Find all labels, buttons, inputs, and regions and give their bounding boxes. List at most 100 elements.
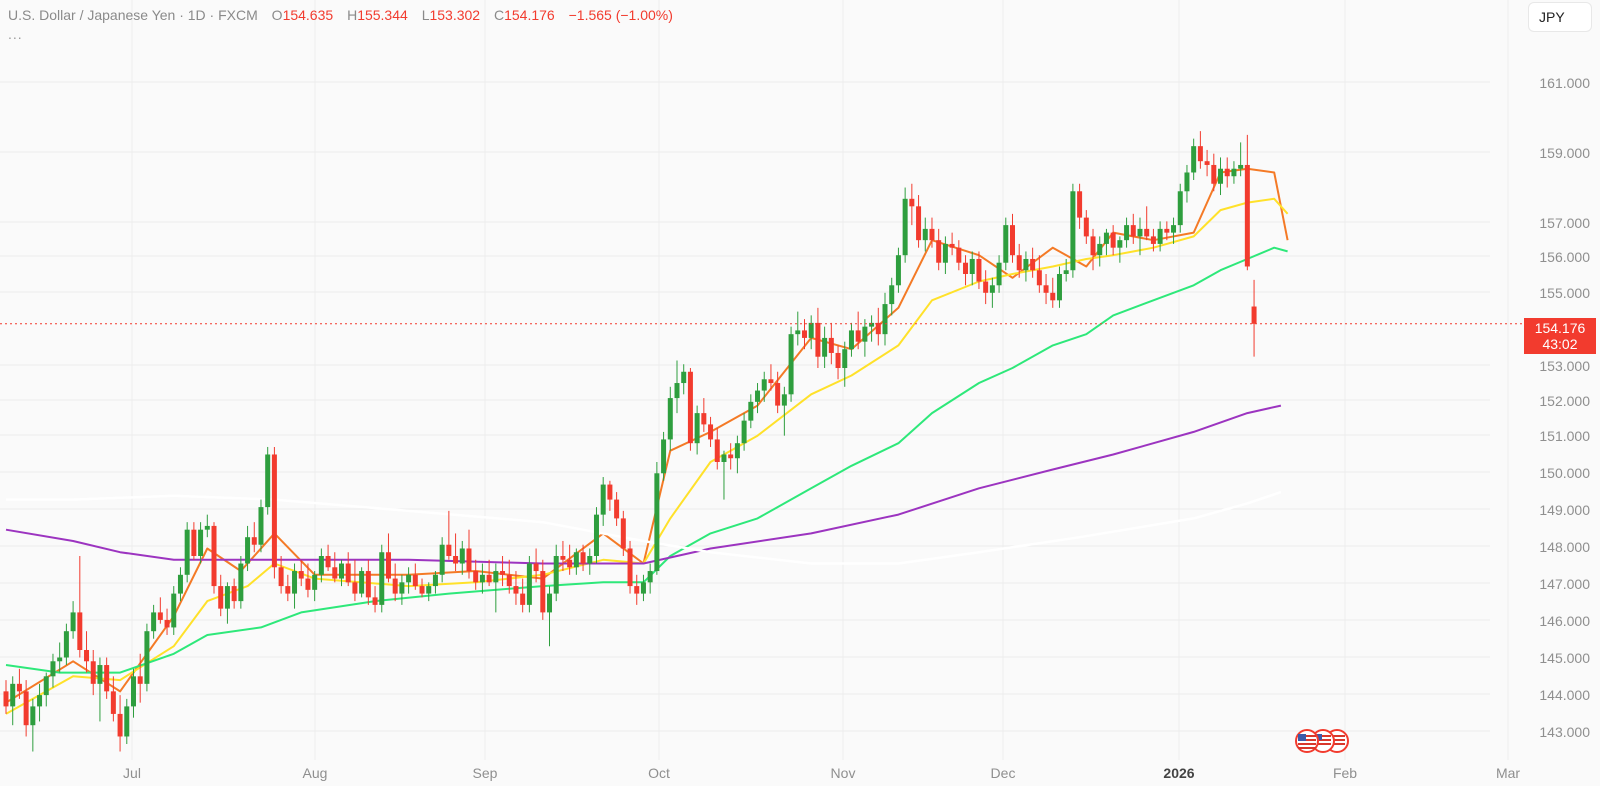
candle-body <box>822 337 828 357</box>
candle <box>902 187 908 263</box>
candle <box>399 574 405 605</box>
candle-body <box>453 556 459 564</box>
candle-body <box>70 612 76 632</box>
more-button[interactable]: ... <box>8 26 23 42</box>
moving-average-line <box>5 246 1288 674</box>
candle-body <box>547 593 553 613</box>
candle-body <box>1050 292 1056 301</box>
candle-body <box>573 552 579 568</box>
candle-body <box>788 334 794 395</box>
candle-body <box>1077 191 1083 218</box>
candle <box>1050 277 1056 308</box>
candle-body <box>835 352 841 368</box>
candle-body <box>694 413 700 444</box>
candle-body <box>90 661 96 684</box>
candle-body <box>1231 168 1237 177</box>
candle-body <box>761 379 767 391</box>
candle <box>728 443 734 470</box>
candle-body <box>466 548 472 572</box>
candle-body <box>218 586 224 609</box>
candle <box>1211 153 1217 192</box>
candle <box>151 604 157 639</box>
candle-body <box>365 571 371 598</box>
candle-body <box>1083 217 1089 237</box>
candle-body <box>204 525 210 530</box>
candle-body <box>97 665 103 684</box>
currency-button[interactable]: JPY <box>1528 2 1592 32</box>
candle-body <box>708 424 714 440</box>
candle <box>1030 247 1036 278</box>
candle-body <box>587 556 593 564</box>
candle-body <box>701 413 707 425</box>
candle-body <box>1157 228 1163 244</box>
candle <box>1171 217 1177 244</box>
candles <box>3 131 1257 752</box>
y-tick-label: 157.000 <box>1539 215 1590 231</box>
candle <box>265 446 271 515</box>
us-flag-icon[interactable] <box>1294 728 1364 754</box>
close-value: 154.176 <box>504 7 555 23</box>
candle <box>775 371 781 414</box>
candle <box>667 386 673 451</box>
candle <box>560 540 566 572</box>
candle <box>969 251 975 286</box>
candle <box>1083 210 1089 244</box>
candle <box>57 642 63 673</box>
candle-body <box>1177 191 1183 226</box>
candle <box>942 236 948 274</box>
candle <box>1238 142 1244 177</box>
candle <box>748 394 754 429</box>
low-label: L <box>421 7 430 23</box>
event-flag[interactable] <box>1295 729 1319 753</box>
candle-body <box>312 574 318 590</box>
candle <box>573 548 579 575</box>
candle-body <box>16 683 22 692</box>
candle-body <box>177 574 183 594</box>
candle <box>459 540 465 575</box>
candle-body <box>513 586 519 594</box>
candle <box>862 319 868 357</box>
candle <box>479 563 485 594</box>
candle-body <box>392 578 398 594</box>
candle-body <box>1056 274 1062 301</box>
candle-body <box>412 574 418 587</box>
candle <box>23 680 29 737</box>
candle <box>526 556 532 613</box>
candle-body <box>459 548 465 564</box>
candle <box>3 680 9 714</box>
candle-body <box>1036 270 1042 286</box>
y-axis[interactable]: 143.000 144.000 145.000 146.000 147.000 148.0… <box>1539 75 1590 740</box>
x-axis[interactable]: Jul Aug Sep Oct Nov Dec 2026 Feb Mar <box>123 765 1520 781</box>
candle <box>493 563 499 613</box>
candle <box>332 552 338 583</box>
last-price-tag: 154.176 43:02 <box>1524 318 1596 354</box>
symbol-label[interactable]: U.S. Dollar / Japanese Yen · 1D · FXCM <box>8 7 258 23</box>
candle-body <box>191 529 197 556</box>
candle <box>768 364 774 391</box>
candle <box>218 574 224 617</box>
candle-body <box>963 262 969 274</box>
candle <box>372 586 378 613</box>
candle <box>1056 266 1062 308</box>
candle <box>486 559 492 587</box>
candle-body <box>151 612 157 632</box>
candle-body <box>104 665 110 692</box>
candle <box>714 428 720 470</box>
candle <box>1036 255 1042 293</box>
candle-body <box>956 247 962 263</box>
candle <box>654 462 660 575</box>
candle-body <box>77 612 83 650</box>
candle <box>124 698 130 744</box>
candle <box>808 315 814 350</box>
candle-body <box>110 691 116 714</box>
candle <box>359 567 365 598</box>
candle-body <box>318 556 324 575</box>
candle <box>171 586 177 635</box>
candle <box>426 582 432 602</box>
y-tick-label: 152.000 <box>1539 393 1590 409</box>
candle-body <box>848 330 854 350</box>
candle-body <box>117 713 123 737</box>
candle <box>1016 243 1022 278</box>
candle-body <box>238 563 244 602</box>
